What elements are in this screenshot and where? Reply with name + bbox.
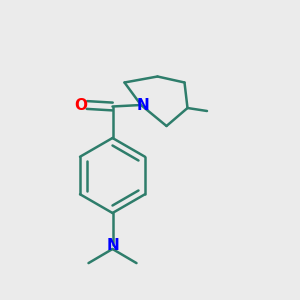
Text: N: N xyxy=(106,238,119,253)
Text: O: O xyxy=(74,98,87,112)
Text: N: N xyxy=(136,98,149,112)
